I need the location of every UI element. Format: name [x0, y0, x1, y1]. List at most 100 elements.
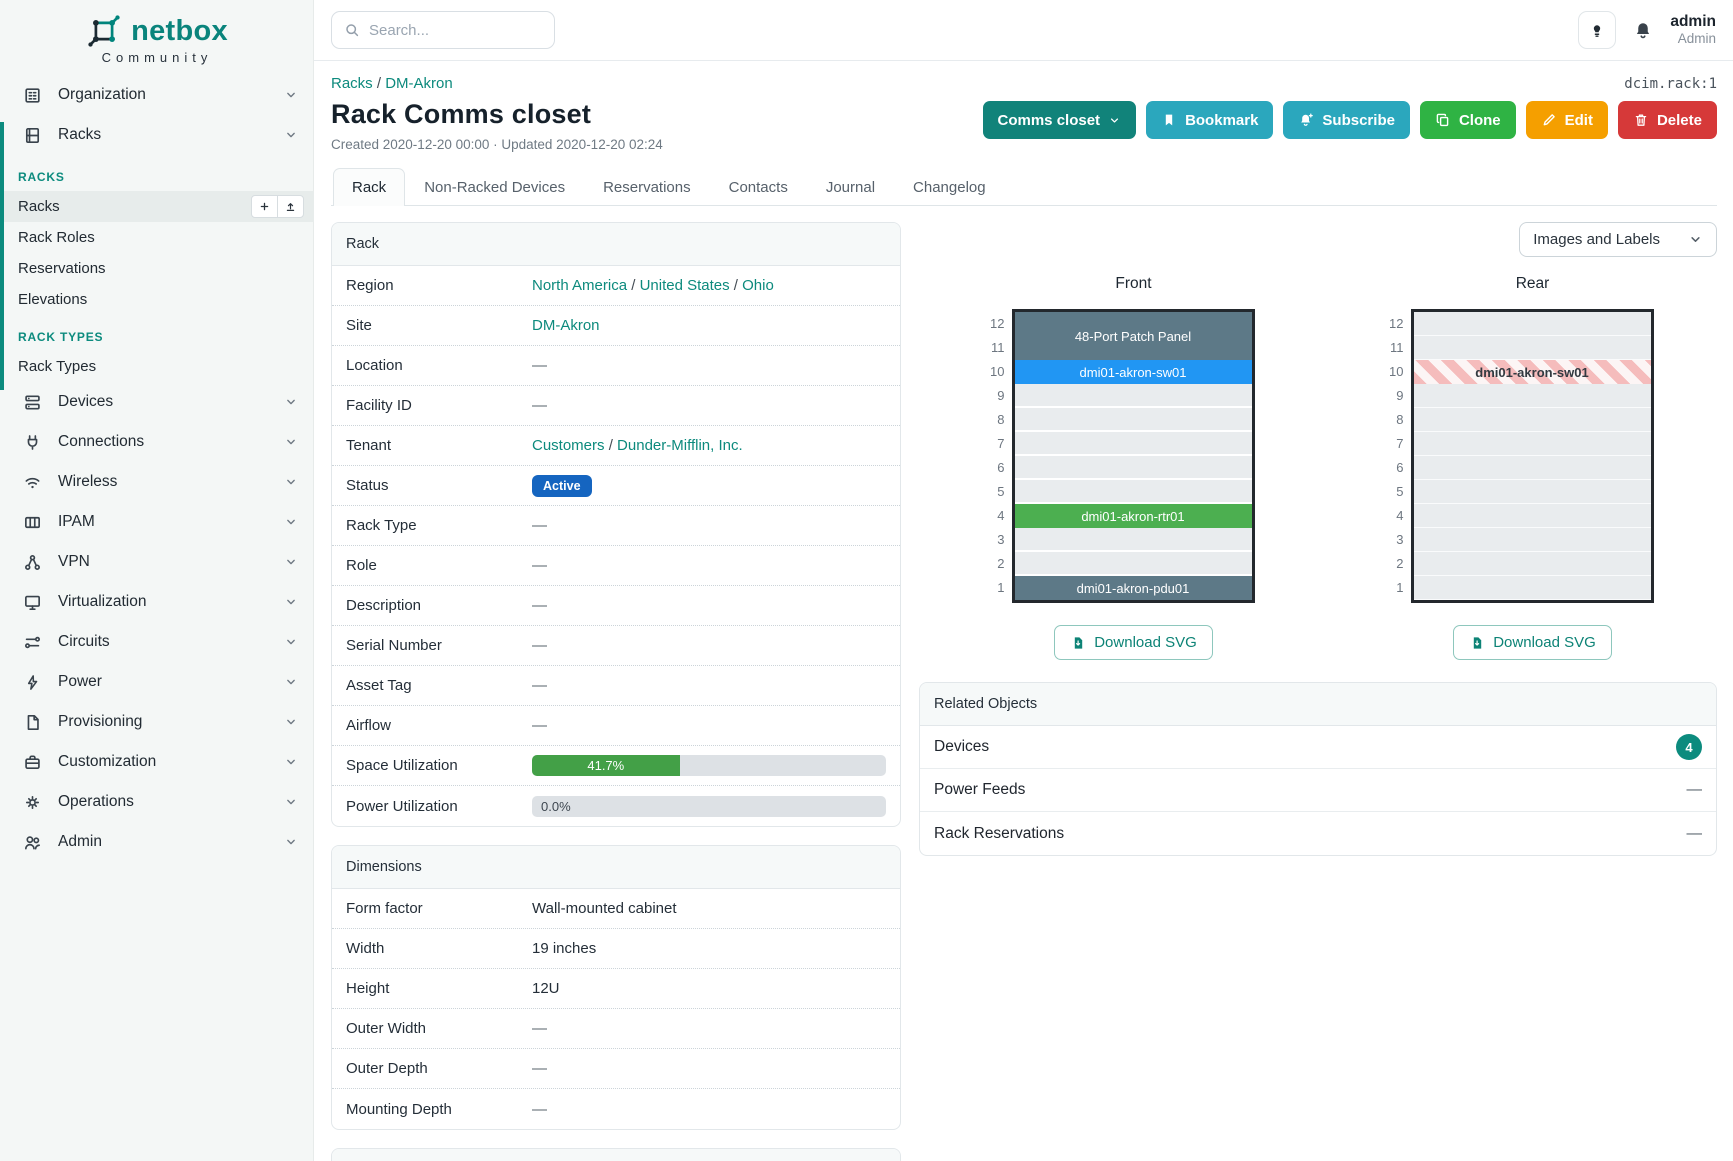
- empty-unit-slot[interactable]: [1014, 384, 1252, 408]
- tab-reservations[interactable]: Reservations: [603, 179, 691, 196]
- edit-button[interactable]: Edit: [1525, 101, 1608, 139]
- sidebar-group-provisioning[interactable]: Provisioning: [0, 702, 314, 742]
- detail-row-outer-depth: Outer Depth —: [332, 1049, 900, 1089]
- related-objects-panel: Related Objects Devices 4 Power Feeds — Rack…: [919, 682, 1717, 856]
- empty-unit-slot[interactable]: [1014, 528, 1252, 552]
- link-customers[interactable]: Customers: [532, 437, 605, 454]
- document-icon: [22, 713, 42, 732]
- related-row-devices[interactable]: Devices 4: [920, 726, 1716, 769]
- user-menu[interactable]: admin Admin: [1670, 13, 1716, 46]
- unit-number: 4: [1396, 508, 1404, 523]
- detail-row-label: Location: [346, 357, 403, 374]
- link-ohio[interactable]: Ohio: [742, 277, 774, 294]
- sidebar-group-vpn[interactable]: VPN: [0, 542, 314, 582]
- empty-unit-slot[interactable]: [1413, 384, 1651, 408]
- content-columns: Rack Region North America / United States…: [331, 222, 1717, 1161]
- empty-unit-slot[interactable]: [1413, 432, 1651, 456]
- sidebar-group-virtualization[interactable]: Virtualization: [0, 582, 314, 622]
- download-svg-button[interactable]: Download SVG: [1054, 625, 1213, 660]
- sidebar-group-operations[interactable]: Operations: [0, 782, 314, 822]
- sidebar-group-wireless[interactable]: Wireless: [0, 462, 314, 502]
- sidebar-group-admin[interactable]: Admin: [0, 822, 314, 862]
- wifi-icon: [22, 473, 42, 492]
- building-icon: [22, 86, 42, 105]
- sidebar-group-connections[interactable]: Connections: [0, 422, 314, 462]
- sidebar-group-customization[interactable]: Customization: [0, 742, 314, 782]
- sidebar-item-reservations[interactable]: Reservations: [0, 253, 314, 284]
- bolt-icon: [22, 673, 42, 692]
- dimensions-panel: Dimensions Form factor Wall-mounted cabin…: [331, 845, 901, 1130]
- sidebar-group-circuits[interactable]: Circuits: [0, 622, 314, 662]
- breadcrumb-link-racks[interactable]: Racks: [331, 75, 373, 92]
- bookmark-button[interactable]: Bookmark: [1146, 101, 1274, 139]
- tab-rack[interactable]: Rack: [333, 168, 406, 206]
- search-input[interactable]: [369, 21, 542, 39]
- rack-device-dmi01-akron-pdu01[interactable]: dmi01-akron-pdu01: [1014, 576, 1252, 600]
- button-label: Delete: [1656, 111, 1702, 129]
- link-dm-akron[interactable]: DM-Akron: [532, 317, 600, 334]
- rack-device-dmi01-akron-sw01[interactable]: dmi01-akron-sw01: [1413, 360, 1651, 384]
- empty-unit-slot[interactable]: [1413, 408, 1651, 432]
- rack-device-dmi01-akron-sw01[interactable]: dmi01-akron-sw01: [1014, 360, 1252, 384]
- rack-device-dmi01-akron-rtr01[interactable]: dmi01-akron-rtr01: [1014, 504, 1252, 528]
- sidebar-item-elevations[interactable]: Elevations: [0, 284, 314, 315]
- theme-toggle-button[interactable]: [1578, 11, 1617, 49]
- empty-unit-slot[interactable]: [1413, 504, 1651, 528]
- sidebar-item-racks[interactable]: Racks: [0, 191, 314, 222]
- circuit-icon: [22, 633, 42, 652]
- tab-non-racked-devices[interactable]: Non-Racked Devices: [424, 179, 566, 196]
- empty-unit-slot[interactable]: [1413, 456, 1651, 480]
- sidebar-group-organization[interactable]: Organization: [0, 75, 314, 115]
- tab-changelog[interactable]: Changelog: [913, 179, 986, 196]
- empty-unit-slot[interactable]: [1014, 552, 1252, 576]
- empty-unit-slot[interactable]: [1413, 528, 1651, 552]
- unit-number: 7: [1396, 436, 1404, 451]
- related-row-rack-reservations[interactable]: Rack Reservations —: [920, 812, 1716, 855]
- unit-numbers: 12 11 10 9 8 7 6 5 4 3 2 1: [983, 309, 1004, 603]
- bell-plus-icon: [1298, 112, 1314, 128]
- plus-button[interactable]: [251, 195, 278, 218]
- sidebar-group-racks[interactable]: Racks: [0, 115, 314, 155]
- link-north-america[interactable]: North America: [532, 277, 628, 294]
- chevron-icon: [284, 395, 298, 409]
- detail-row-height: Height 12U: [332, 969, 900, 1009]
- related-row-power-feeds[interactable]: Power Feeds —: [920, 769, 1716, 812]
- empty-unit-slot[interactable]: [1413, 576, 1651, 600]
- elevation-view-select[interactable]: Images and Labels: [1519, 222, 1717, 257]
- chevron-icon: [284, 755, 298, 769]
- logo-block[interactable]: netbox Community: [0, 0, 314, 75]
- related-row-empty: —: [1686, 781, 1703, 798]
- empty-unit-slot[interactable]: [1014, 408, 1252, 432]
- link-dunder-mifflin-inc[interactable]: Dunder-Mifflin, Inc.: [617, 437, 743, 454]
- sidebar-nav: Organization Racks RACKS Racks Rack Roles Res…: [0, 75, 314, 862]
- notifications-bell-icon[interactable]: [1633, 20, 1653, 40]
- link-united-states[interactable]: United States: [639, 277, 730, 294]
- rack-device-48-port-patch-panel[interactable]: 48-Port Patch Panel: [1014, 312, 1252, 360]
- empty-unit-slot[interactable]: [1014, 456, 1252, 480]
- subscribe-button[interactable]: Subscribe: [1283, 101, 1410, 139]
- page-title: Rack Comms closet: [331, 99, 592, 129]
- unit-number: 11: [1390, 340, 1404, 355]
- sidebar-group-ipam[interactable]: IPAM: [0, 502, 314, 542]
- empty-unit-slot[interactable]: [1413, 552, 1651, 576]
- empty-unit-slot[interactable]: [1014, 432, 1252, 456]
- elevation-title: Rear: [1515, 275, 1550, 292]
- empty-unit-slot[interactable]: [1014, 480, 1252, 504]
- sidebar-group-devices[interactable]: Devices: [0, 382, 314, 422]
- tab-contacts[interactable]: Contacts: [728, 179, 788, 196]
- delete-button[interactable]: Delete: [1617, 101, 1717, 139]
- sidebar-item-rack-types[interactable]: Rack Types: [0, 351, 314, 382]
- detail-row-site: Site DM-Akron: [332, 306, 900, 346]
- empty-unit-slot[interactable]: [1413, 336, 1651, 360]
- tab-journal[interactable]: Journal: [825, 179, 876, 196]
- empty-unit-slot[interactable]: [1413, 480, 1651, 504]
- clone-button[interactable]: Clone: [1419, 101, 1516, 139]
- download-svg-label: Download SVG: [1493, 634, 1596, 651]
- empty-unit-slot[interactable]: [1413, 312, 1651, 336]
- breadcrumb-link-site[interactable]: DM-Akron: [385, 75, 453, 92]
- sidebar-item-rack-roles[interactable]: Rack Roles: [0, 222, 314, 253]
- sidebar-group-power[interactable]: Power: [0, 662, 314, 702]
- download-svg-button[interactable]: Download SVG: [1453, 625, 1612, 660]
- comms-closet-button[interactable]: Comms closet: [982, 101, 1137, 139]
- upload-button[interactable]: [277, 195, 304, 218]
